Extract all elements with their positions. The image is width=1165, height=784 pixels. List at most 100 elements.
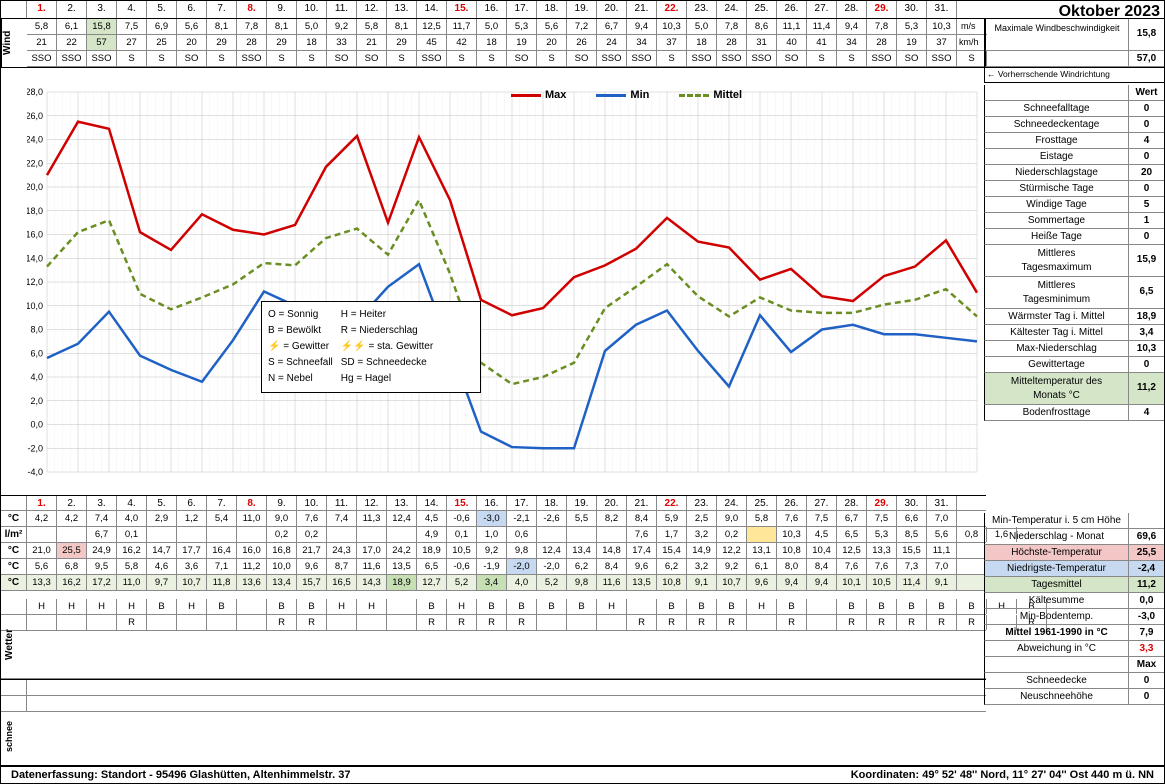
day-header-cell: 19.: [567, 1, 597, 18]
stats-panel-bottom: Min-Temperatur i. 5 cm HöheNiederschlag …: [984, 513, 1164, 705]
day-header-cell: 21.: [627, 496, 657, 510]
day-header-cell: 13.: [387, 1, 417, 18]
day-header-cell: 24.: [717, 1, 747, 18]
day-header-cell: 7.: [207, 1, 237, 18]
day-header-cell: 6.: [177, 1, 207, 18]
svg-text:14,0: 14,0: [27, 253, 43, 263]
wind-dir-label: ← Vorherrschende Windrichtung: [984, 67, 1164, 83]
day-header-cell: 10.: [297, 1, 327, 18]
day-header-cell: 31.: [927, 496, 957, 510]
day-header-cell: 29.: [867, 496, 897, 510]
temperature-chart: -4,0 -2,0 0,0 2,0 4,0 6,0 8,0 10,0 12,0 14,0 16,0 1…: [27, 87, 982, 492]
day-header-cell: 24.: [717, 496, 747, 510]
day-header-cell: 12.: [357, 496, 387, 510]
day-header-cell: 2.: [57, 496, 87, 510]
day-header-cell: 16.: [477, 1, 507, 18]
day-header-cell: 22.: [657, 1, 687, 18]
day-header-cell: 26.: [777, 1, 807, 18]
day-header-cell: 17.: [507, 1, 537, 18]
day-header-cell: 13.: [387, 496, 417, 510]
day-header-cell: 1.: [27, 496, 57, 510]
wind-label: Wind: [1, 19, 27, 67]
footer-left: Datenerfassung: Standort - 95496 Glashüt…: [11, 769, 350, 781]
day-header-cell: 3.: [87, 496, 117, 510]
day-header-cell: 11.: [327, 496, 357, 510]
day-header-cell: 31.: [927, 1, 957, 18]
day-header-cell: 8.: [237, 496, 267, 510]
day-header-cell: 21.: [627, 1, 657, 18]
day-header-cell: 30.: [897, 496, 927, 510]
svg-text:20,0: 20,0: [27, 182, 43, 192]
day-header-cell: 15.: [447, 496, 477, 510]
symbol-legend: O = SonnigH = HeiterB = BewölktR = Niede…: [261, 301, 481, 393]
svg-text:4,0: 4,0: [30, 372, 43, 382]
svg-text:28,0: 28,0: [27, 87, 43, 97]
svg-text:-4,0: -4,0: [27, 467, 43, 477]
day-header-cell: 25.: [747, 1, 777, 18]
day-header-cell: 28.: [837, 496, 867, 510]
chart-legend: Max Min Mittel: [511, 89, 742, 101]
svg-text:22,0: 22,0: [27, 158, 43, 168]
day-header-cell: 29.: [867, 1, 897, 18]
day-header-cell: 9.: [267, 496, 297, 510]
svg-text:18,0: 18,0: [27, 206, 43, 216]
day-header-cell: 10.: [297, 496, 327, 510]
wind-ms-row: 5,86,115,87,56,95,68,17,88,15,09,25,88,1…: [27, 19, 987, 35]
day-header-bottom: 1.2.3.4.5.6.7.8.9.10.11.12.13.14.15.16.1…: [1, 495, 986, 511]
svg-text:2,0: 2,0: [30, 396, 43, 406]
svg-text:8,0: 8,0: [30, 325, 43, 335]
day-header-cell: 4.: [117, 496, 147, 510]
footer: Datenerfassung: Standort - 95496 Glashüt…: [1, 765, 1164, 781]
weather-report: Oktober 2023 1.2.3.4.5.6.7.8.9.10.11.12.…: [0, 0, 1165, 784]
day-header-cell: 28.: [837, 1, 867, 18]
day-header-cell: 3.: [87, 1, 117, 18]
day-header-cell: 9.: [267, 1, 297, 18]
wind-kmh-row: 2122572725202928291833212945421819202624…: [27, 35, 987, 51]
day-header-cell: 20.: [597, 1, 627, 18]
day-header-cell: 15.: [447, 1, 477, 18]
day-header-cell: 19.: [567, 496, 597, 510]
day-header-cell: 27.: [807, 1, 837, 18]
day-header-cell: 5.: [147, 1, 177, 18]
wind-dir-row: SSOSSOSSOSSSOSSSOSSSOSOSSSOSSSOSSOSSOSSO…: [27, 51, 987, 67]
stats-panel: WertSchneefalltage0Schneedeckentage0Fros…: [984, 85, 1164, 421]
day-header-cell: 30.: [897, 1, 927, 18]
day-header-cell: 14.: [417, 1, 447, 18]
day-header-cell: 25.: [747, 496, 777, 510]
wind-max-panel: Maximale Windbeschwindigkeit15,8 57,0: [984, 19, 1164, 67]
svg-text:12,0: 12,0: [27, 277, 43, 287]
day-header-cell: 26.: [777, 496, 807, 510]
day-header-cell: 11.: [327, 1, 357, 18]
day-header-cell: 18.: [537, 1, 567, 18]
day-header-cell: 18.: [537, 496, 567, 510]
day-header-cell: 12.: [357, 1, 387, 18]
day-header-cell: 27.: [807, 496, 837, 510]
schnee-section-label: schnee: [4, 721, 14, 752]
day-header-cell: 4.: [117, 1, 147, 18]
day-header-cell: 22.: [657, 496, 687, 510]
svg-text:10,0: 10,0: [27, 301, 43, 311]
day-header-cell: 8.: [237, 1, 267, 18]
day-header-cell: 20.: [597, 496, 627, 510]
wetter-section-label: Wetter: [4, 629, 15, 660]
day-header-cell: 1.: [27, 1, 57, 18]
svg-text:16,0: 16,0: [27, 230, 43, 240]
day-header-cell: 23.: [687, 1, 717, 18]
day-header-cell: 2.: [57, 1, 87, 18]
footer-right: Koordinaten: 49° 52' 48'' Nord, 11° 27' …: [851, 769, 1154, 781]
day-header-cell: 16.: [477, 496, 507, 510]
wetter-rows: HHHHBHBBBHHBHBBBBHBBBHBBBBBBHBRRRRRRRRRR…: [1, 599, 986, 631]
data-rows: °C4,24,27,44,02,91,25,411,09,07,67,411,3…: [1, 511, 986, 591]
svg-text:0,0: 0,0: [30, 420, 43, 430]
svg-text:26,0: 26,0: [27, 111, 43, 121]
day-header-row: 1.2.3.4.5.6.7.8.9.10.11.12.13.14.15.16.1…: [1, 1, 1164, 19]
day-header-cell: 14.: [417, 496, 447, 510]
day-header-cell: 23.: [687, 496, 717, 510]
day-header-cell: 6.: [177, 496, 207, 510]
day-header-cell: 7.: [207, 496, 237, 510]
svg-text:24,0: 24,0: [27, 135, 43, 145]
day-header-cell: 5.: [147, 496, 177, 510]
svg-text:6,0: 6,0: [30, 348, 43, 358]
day-header-cell: 17.: [507, 496, 537, 510]
svg-text:-2,0: -2,0: [27, 443, 43, 453]
